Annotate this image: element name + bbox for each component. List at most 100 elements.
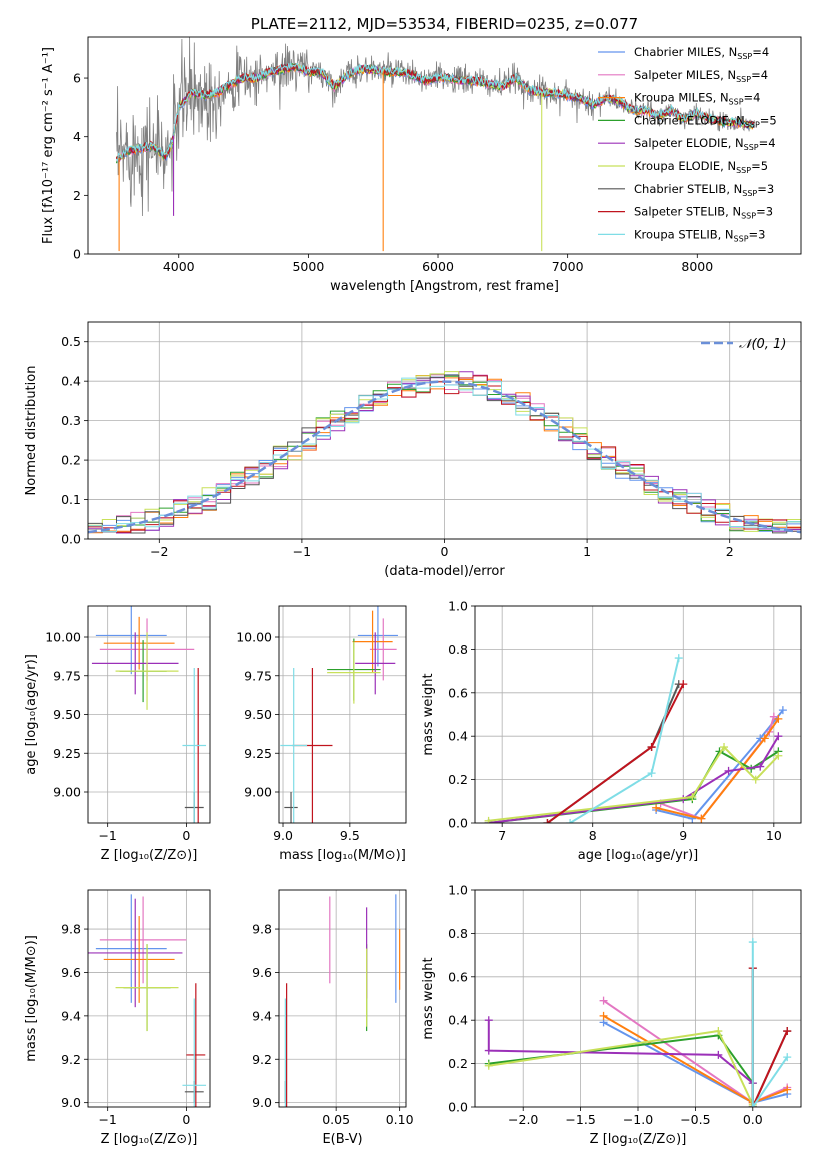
data-spectrum-line (116, 37, 755, 217)
error-bar-point (369, 618, 397, 681)
plus-marker (697, 814, 706, 823)
y-tick-label: 0.2 (448, 772, 468, 787)
y-tick-label: 9.2 (252, 1052, 272, 1067)
weight-series (652, 706, 787, 823)
plus-marker (748, 938, 757, 947)
y-axis-label: Flux [fλ10⁻¹⁷ erg cm⁻² s⁻¹ A⁻¹] (41, 47, 56, 244)
x-tick-label: 2 (726, 544, 734, 559)
error-bar-point (103, 916, 175, 1003)
error-bar-point (357, 606, 398, 667)
y-tick-label: 0.1 (61, 492, 81, 507)
plot-area (91, 606, 207, 823)
y-tick-label: 0.4 (448, 1013, 468, 1028)
y-tick-label: 0.4 (61, 374, 81, 389)
x-tick-label: 5000 (292, 259, 324, 274)
x-tick-label: −1 (98, 1112, 116, 1127)
plus-marker (647, 769, 656, 778)
plus-marker (599, 1011, 608, 1020)
plus-marker (599, 996, 608, 1005)
plus-marker (484, 1046, 493, 1055)
series-line (488, 1029, 754, 1107)
histogram-series (88, 374, 801, 534)
plus-marker (783, 1053, 792, 1062)
plot-area (280, 606, 398, 823)
y-tick-label: 9.50 (53, 707, 81, 722)
y-axis-label: age [log₁₀(age/yr)] (24, 654, 39, 775)
x-tick-label: 9.0 (273, 828, 293, 843)
plus-marker (774, 714, 783, 723)
error-bar-point (95, 606, 167, 675)
axes-weight-vs-z: −2.0 −1.5 −1.0 −0.5 0.0 0.0 0.2 0.4 0.6 0.8 1.0 Z [… (421, 883, 802, 1147)
error-bar-point (182, 998, 207, 1107)
x-axis-label: (data-model)/error (384, 564, 505, 579)
x-tick-label: 0 (182, 1112, 190, 1127)
legend-entry: Chabrier ELODIE, NSSP=5 (634, 113, 777, 129)
y-tick-label: 9.00 (53, 785, 81, 800)
legend-entry: Chabrier MILES, NSSP=4 (634, 45, 769, 61)
y-tick-label: 9.25 (53, 746, 81, 761)
series-line (655, 709, 784, 820)
y-tick-label: 10.00 (236, 630, 272, 645)
axes-frame (278, 605, 407, 824)
x-tick-label: −1 (293, 544, 311, 559)
y-tick-label: 9.2 (61, 1052, 81, 1067)
x-axis-label: age [log₁₀(age/yr)] (578, 848, 699, 863)
x-tick-label: −1 (98, 828, 116, 843)
weight-series (484, 1031, 757, 1107)
gridlines (88, 322, 801, 540)
axes-frame (87, 36, 802, 255)
error-bar-point (103, 616, 175, 670)
legend: Chabrier MILES, NSSP=4 Salpeter MILES, NS… (598, 45, 777, 243)
error-bar-point (327, 641, 381, 704)
x-tick-label: 9.5 (340, 828, 360, 843)
y-axis-label: mass weight (421, 673, 436, 755)
y-tick-label: 9.50 (244, 707, 272, 722)
x-axis-label: E(B-V) (322, 1132, 362, 1147)
x-tick-label: −0.5 (680, 1112, 710, 1127)
axes-age-vs-mass: 9.0 9.5 9.00 9.25 9.50 9.75 10.00 mass [log₁₀(M… (236, 605, 407, 863)
plot-area (88, 894, 207, 1107)
plus-marker (783, 1027, 792, 1036)
x-tick-label: 8000 (681, 259, 713, 274)
y-tick-label: 9.25 (244, 746, 272, 761)
error-bar-point (352, 610, 393, 673)
y-tick-label: 9.4 (252, 1008, 272, 1023)
y-tick-label: 9.8 (61, 922, 81, 937)
y-axis-label: mass [log₁₀(M/M⊙)] (24, 935, 39, 1062)
chart-title: PLATE=2112, MJD=53534, FIBERID=0235, z=0… (251, 15, 638, 33)
y-tick-label: 9.75 (244, 668, 272, 683)
x-tick-label: 7000 (552, 259, 584, 274)
series-line (488, 750, 779, 823)
axes-spectrum: 4000 5000 6000 7000 8000 0 2 4 6 wavelength [Angs… (41, 15, 802, 294)
plus-marker (484, 816, 493, 823)
axes-weight-vs-age: 7 8 9 10 0.0 0.2 0.4 0.6 0.8 1.0 age [log₁₀(age/yr… (421, 599, 802, 863)
error-bar-point (355, 632, 396, 695)
weight-series (484, 1027, 757, 1107)
legend-entry: Chabrier STELIB, NSSP=3 (634, 182, 774, 198)
plus-marker (774, 751, 783, 760)
error-bar-point (88, 898, 183, 1008)
axes-mass-vs-z: −1 0 9.0 9.2 9.4 9.6 9.8 Z [log₁₀(Z/Z⊙)] mass [l… (24, 889, 211, 1147)
gridlines (475, 605, 801, 824)
legend-entry: Salpeter ELODIE, NSSP=4 (634, 136, 776, 152)
y-axis-label: Normed distribution (24, 366, 39, 496)
y-tick-label: 0 (73, 247, 81, 262)
axes-frame (474, 605, 802, 824)
y-tick-label: 9.4 (61, 1008, 81, 1023)
plus-marker (566, 819, 575, 823)
y-tick-label: 0.6 (448, 969, 468, 984)
legend-entry: Kroupa MILES, NSSP=4 (634, 91, 760, 107)
normal-curve (88, 380, 801, 534)
plus-marker (679, 680, 688, 689)
error-bar-point (280, 668, 308, 823)
axes-frame (87, 889, 211, 1108)
axes-age-vs-z: −1 0 9.00 9.25 9.50 9.75 10.00 Z [log₁₀(Z/Z⊙)] a… (24, 605, 211, 863)
y-tick-label: 0.0 (61, 532, 81, 547)
plus-marker (674, 654, 683, 663)
error-bar-point (95, 894, 167, 1003)
gridlines (88, 606, 210, 823)
plot-area (284, 894, 401, 1107)
series-line (569, 657, 680, 823)
weight-series (652, 714, 783, 823)
y-tick-label: 0.0 (448, 1100, 468, 1115)
